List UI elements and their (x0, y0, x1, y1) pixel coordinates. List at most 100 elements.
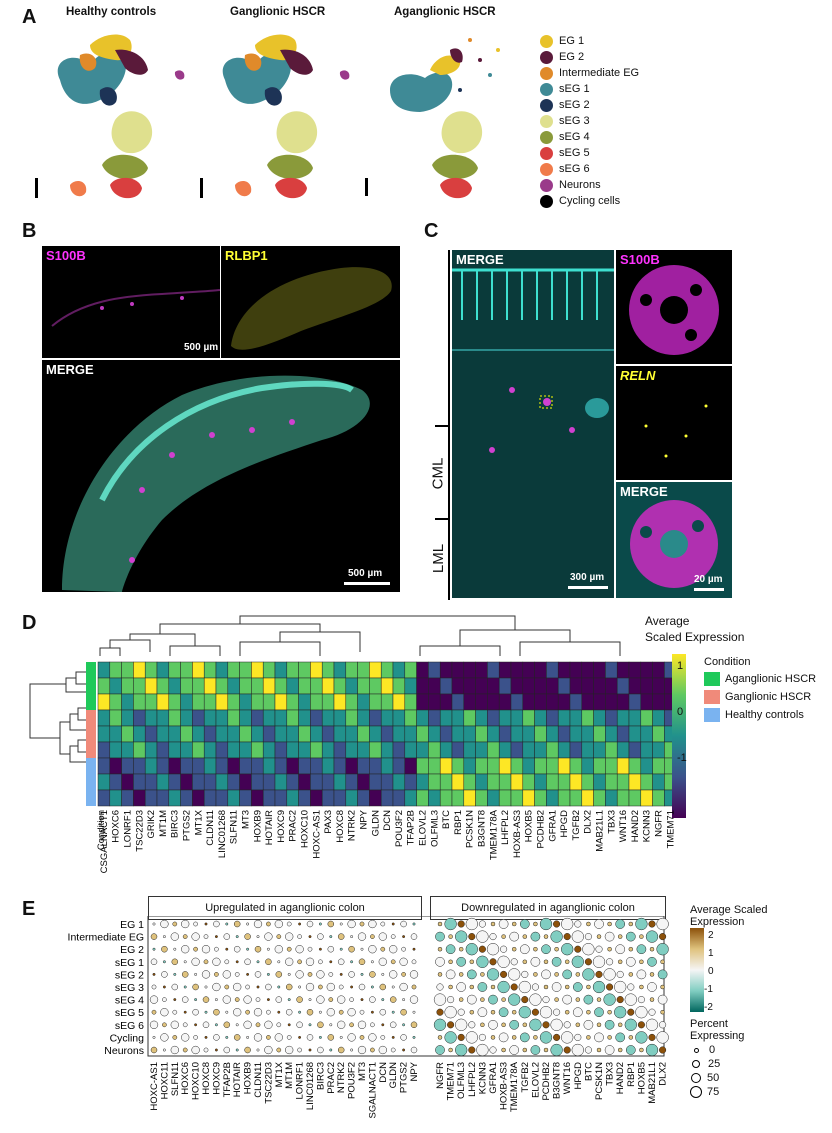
dotplot-dot (489, 1046, 497, 1054)
dotplot-dot (233, 945, 241, 953)
heatmap-cell (439, 661, 453, 679)
heatmap-cell (369, 789, 382, 807)
dotplot-row-label: Intermediate EG (68, 932, 144, 944)
dotplot-dot (233, 920, 241, 928)
heatmap-cell (628, 677, 642, 695)
heatmap-cell (546, 789, 559, 807)
e-cbar-tick-2: 2 (708, 930, 714, 941)
dotplot-dot (337, 958, 345, 966)
heatmap-cell (557, 725, 571, 743)
heatmap-cell (522, 677, 535, 695)
dotplot-dot (511, 1035, 517, 1040)
dotplot-dot (149, 995, 159, 1004)
heatmap-gene-label: MT1M (158, 810, 169, 837)
cml-tick-top (435, 425, 449, 427)
heatmap-cell (121, 677, 134, 695)
heatmap-cell (475, 693, 488, 711)
heatmap-cell (251, 773, 264, 791)
heatmap-cell (286, 709, 299, 727)
heatmap-cell (286, 661, 299, 679)
heatmap-cell (109, 709, 122, 727)
dotplot-row-label: sEG 3 (115, 982, 144, 994)
dotplot-dot (501, 997, 506, 1002)
heatmap-cell (581, 693, 594, 711)
dotplot-dot (256, 985, 260, 989)
dotplot-gene-label: HOXC6 (180, 1062, 191, 1095)
heatmap-cell (416, 661, 429, 679)
heatmap-cell (345, 661, 358, 679)
dotplot-dot (264, 1020, 273, 1029)
dotplot-dot (522, 959, 528, 965)
dotplot-dot (327, 945, 335, 953)
heatmap-cell (451, 757, 465, 775)
legend-item-seg4: sEG 4 (540, 129, 590, 145)
dotplot-dot (445, 944, 456, 955)
dotplot-gene-label: LINC01268 (305, 1062, 316, 1110)
heatmap-cell (203, 789, 217, 807)
dotplot-dot (380, 1035, 386, 1040)
heatmap-cell (298, 709, 311, 727)
heatmap-cell (522, 741, 535, 759)
dotplot-row-label: sEG 1 (115, 957, 144, 969)
heatmap-cell (168, 661, 181, 679)
dotplot-dot (339, 947, 343, 951)
merge-label-zoom: MERGE (620, 484, 668, 499)
heatmap-cell (593, 741, 606, 759)
dotplot-gene-label: KCNN3 (477, 1062, 488, 1094)
dotplot-dot (522, 1022, 528, 1028)
dotplot-dot (455, 1018, 468, 1031)
heatmap-cell (156, 741, 170, 759)
heatmap-cell (369, 757, 382, 775)
dotplot-dot (389, 970, 398, 979)
dotplot-dot (639, 1047, 644, 1053)
heatmap-cell (640, 725, 653, 743)
heatmap-cell (192, 773, 205, 791)
heatmap-cell (262, 741, 276, 759)
dotplot-dot (368, 1033, 377, 1042)
heatmap-gene-label: TMEM71 (665, 810, 676, 849)
heatmap-cell (404, 725, 417, 743)
heatmap-cell (392, 661, 406, 679)
dotplot-dot (522, 1047, 528, 1053)
seg5-dot-icon (540, 146, 553, 160)
dotplot-dot (649, 946, 655, 952)
dotplot-dot (326, 982, 335, 992)
dotplot-dot (266, 1035, 271, 1040)
dotplot-dot (152, 1035, 156, 1039)
heatmap-cell (392, 773, 406, 791)
dotplot-dot (183, 985, 187, 989)
heatmap-cell (274, 709, 288, 727)
merge-zoom-image: MERGE 20 µm (616, 482, 732, 598)
heatmap-cell (227, 677, 240, 695)
dotplot-gene-label: GFRA1 (488, 1062, 499, 1094)
heatmap-cell (274, 661, 288, 679)
dotplot-dot (326, 1008, 335, 1017)
heatmap-cell (451, 661, 465, 679)
heatmap-cell (569, 741, 583, 759)
dotplot-dot (554, 972, 559, 977)
heatmap-gene-label: LINC01268 (217, 810, 228, 858)
dotplot-dot (213, 920, 220, 928)
dotplot-dot (192, 983, 199, 991)
heatmap-cell (605, 661, 618, 679)
rlbp1-label: RLBP1 (225, 248, 268, 263)
dotplot-dot (360, 998, 364, 1002)
dotplot-dot (501, 934, 506, 939)
heatmap-cell (357, 725, 370, 743)
dotplot-dot (317, 1021, 324, 1029)
heatmap-condition-label: Condition (96, 810, 107, 850)
dotplot-dot (586, 1009, 591, 1015)
heatmap-cell (144, 693, 158, 711)
heatmap-cell (286, 725, 299, 743)
heatmap-gene-label: OLFML3 (429, 810, 440, 847)
dotplot-dot (617, 1047, 623, 1053)
heatmap-cell (404, 757, 417, 775)
dotplot-dot (246, 947, 250, 951)
heatmap-cell (522, 661, 535, 679)
dotplot-dot (298, 1035, 302, 1039)
dotplot-dot (604, 1045, 615, 1055)
dotplot-dot (575, 1022, 581, 1028)
dotplot-gene-labels: HOXC-AS1 HOXC11 SLFN11 HOXC6 HOXC10 HOXC8 HOXC… (149, 1061, 669, 1118)
dotplot-dot (628, 921, 634, 927)
dotplot-dot (616, 970, 624, 978)
